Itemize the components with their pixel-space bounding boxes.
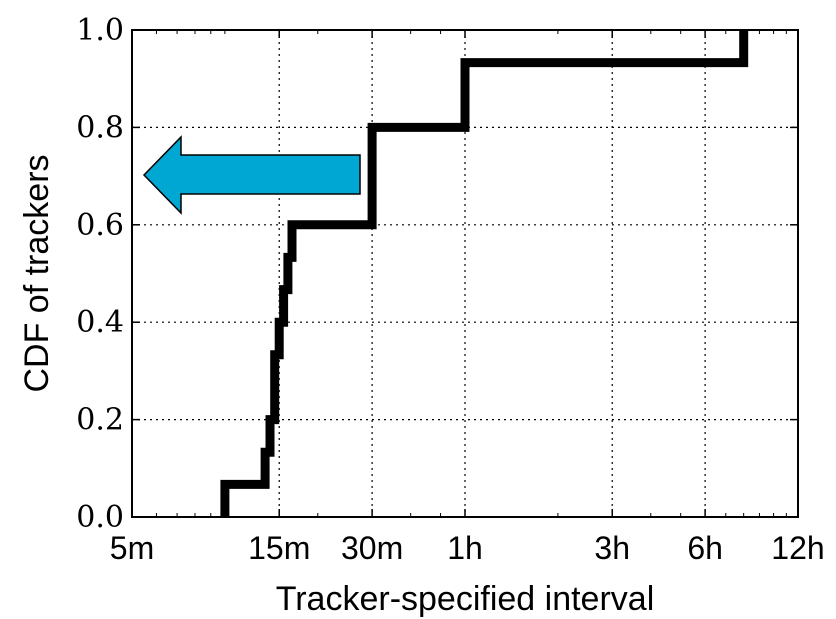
x-tick-label: 6h bbox=[687, 530, 723, 566]
cdf-line bbox=[220, 30, 749, 517]
direction-arrow bbox=[142, 135, 361, 215]
x-tick-label: 5m bbox=[110, 530, 154, 566]
left-arrow-icon bbox=[142, 135, 361, 215]
y-tick-label: 1.0 bbox=[76, 13, 124, 48]
x-tick-label: 3h bbox=[594, 530, 630, 566]
y-tick-label: 0.0 bbox=[76, 500, 124, 535]
y-axis-ticks: 0.0 0.2 0.4 0.6 0.8 1.0 bbox=[76, 13, 798, 535]
x-tick-label: 15m bbox=[248, 530, 310, 566]
y-tick-label: 0.4 bbox=[76, 305, 124, 340]
x-tick-label: 1h bbox=[447, 530, 483, 566]
x-axis-ticks: 5m 15m 30m 1h 3h 6h 12h bbox=[110, 30, 825, 566]
cdf-series bbox=[220, 30, 749, 517]
x-tick-label: 12h bbox=[771, 530, 824, 566]
y-tick-label: 0.6 bbox=[76, 208, 124, 243]
y-axis-title: CDF of trackers bbox=[18, 154, 56, 392]
x-tick-label: 30m bbox=[341, 530, 403, 566]
x-axis-title: Tracker-specified interval bbox=[276, 580, 655, 618]
y-tick-label: 0.2 bbox=[76, 403, 124, 438]
y-tick-label: 0.8 bbox=[76, 110, 124, 145]
